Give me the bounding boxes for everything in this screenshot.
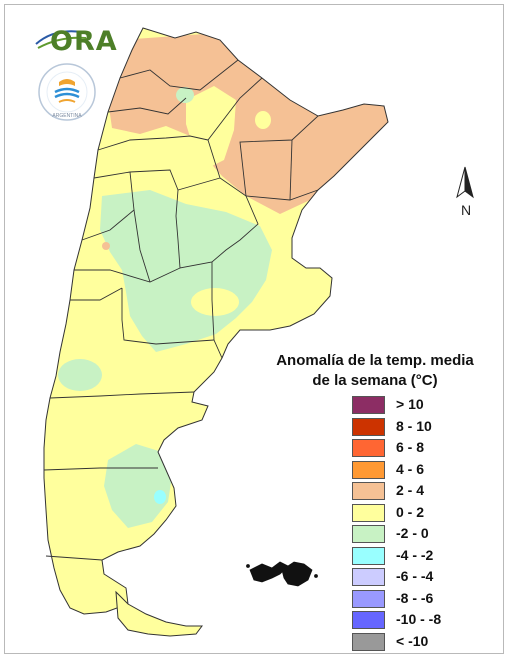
legend-label: -10 - -8 — [396, 611, 442, 627]
legend-label: 4 - 6 — [396, 460, 425, 477]
legend-label: 6 - 8 — [396, 439, 425, 455]
ora-logo: ORA — [34, 24, 117, 60]
legend-swatch — [352, 396, 385, 414]
province-borders — [43, 59, 319, 561]
legend-label: -6 - -4 — [396, 568, 434, 584]
seal-caption: ARGENTINA — [52, 113, 82, 119]
ora-swoosh-icon — [35, 30, 87, 49]
anomaly-zone-cool-south — [104, 444, 172, 528]
north-arrow-label: N — [461, 202, 472, 218]
legend-title-line2: de la semana (°C) — [312, 372, 438, 389]
legend-swatch — [352, 503, 385, 522]
legend-swatch — [352, 632, 385, 651]
legend-label: < -10 — [396, 632, 429, 649]
malvinas-islands — [246, 561, 318, 587]
anomaly-zone-cool-west — [58, 359, 102, 391]
anomaly-zone-neutral-nw — [186, 86, 236, 168]
legend-title: Anomalía de la temp. media de la semana … — [270, 351, 480, 391]
legend-swatch — [352, 460, 385, 479]
tierra-del-fuego — [115, 590, 203, 637]
legend-swatch — [352, 482, 385, 500]
anomaly-zone-cold-spot — [154, 490, 166, 504]
argentina-outline — [43, 27, 389, 615]
legend-title-line1: Anomalía de la temp. media — [276, 352, 474, 369]
legend-swatch — [352, 525, 385, 543]
legend-swatch — [352, 439, 385, 457]
anomaly-zone-warm-north — [108, 30, 388, 214]
legend-swatch — [352, 417, 385, 436]
ora-logo-text: ORA — [50, 26, 118, 57]
legend-label: 2 - 4 — [396, 482, 425, 498]
legend-label: -8 - -6 — [396, 589, 434, 606]
smn-seal-icon: ARGENTINA — [37, 62, 97, 122]
anomaly-zone-neutral-dot — [255, 111, 271, 129]
legend-swatch — [352, 546, 385, 565]
legend-label: -4 - -2 — [396, 546, 434, 563]
north-arrow-icon — [456, 166, 474, 199]
legend-label: -2 - 0 — [396, 525, 429, 541]
legend-swatch — [352, 611, 385, 629]
anomaly-zone-neutral-central — [191, 288, 239, 316]
anomaly-zone-cool-jujuy — [176, 87, 194, 103]
legend-label: 8 - 10 — [396, 417, 432, 434]
north-arrow: N — [453, 165, 483, 220]
legend-label: 0 - 2 — [396, 503, 425, 520]
legend-swatch — [352, 589, 385, 608]
legend-label: > 10 — [396, 396, 424, 412]
legend-swatch — [352, 568, 385, 586]
anomaly-zone-warm-dot — [102, 242, 110, 250]
